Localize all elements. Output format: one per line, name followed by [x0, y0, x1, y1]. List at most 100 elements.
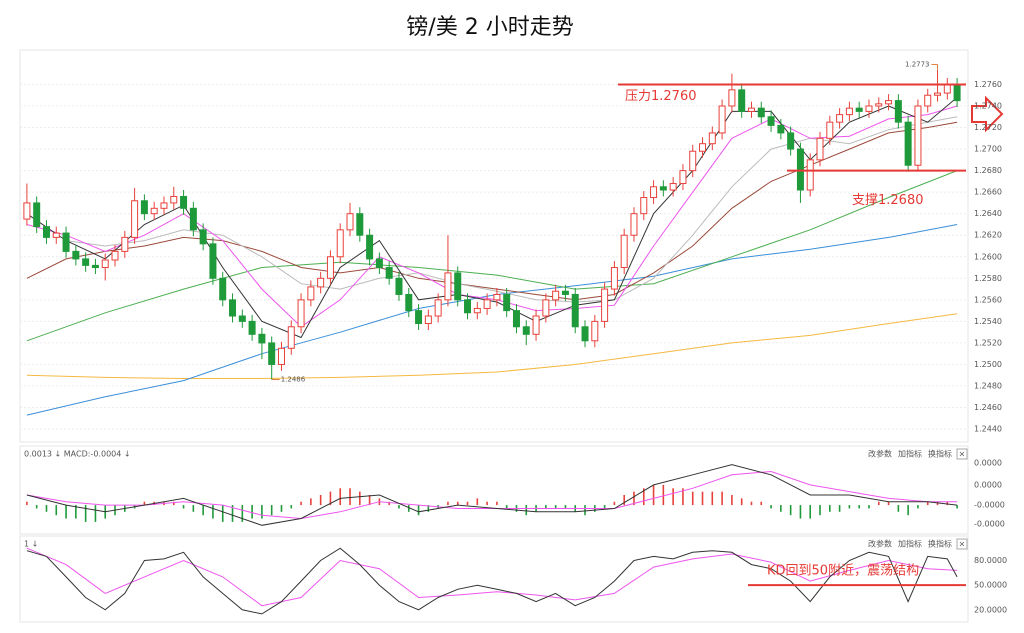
candle-body: [552, 290, 560, 301]
macd-bar: [45, 505, 48, 512]
macd-bar: [721, 491, 723, 506]
macd-bar: [65, 505, 67, 519]
candle-body: [415, 310, 423, 325]
candle-body: [679, 170, 687, 185]
candle-body: [953, 83, 961, 102]
candle-body: [855, 107, 863, 112]
y-tick-label: 80.0000: [974, 556, 1007, 565]
candle-body: [875, 103, 883, 107]
macd-bar: [701, 491, 704, 506]
macd-bar: [84, 505, 87, 522]
macd-bar: [35, 505, 38, 509]
macd-bar: [584, 505, 586, 516]
macd-bar: [731, 495, 733, 506]
macd-bar: [447, 501, 449, 506]
candle-body: [42, 226, 50, 238]
candle-body: [424, 315, 432, 325]
candle-body: [826, 121, 834, 139]
candle-body: [650, 186, 658, 199]
macd-bar: [143, 501, 146, 506]
macd-bar: [427, 505, 430, 512]
candle-body: [532, 315, 540, 335]
candle-body: [943, 83, 951, 94]
macd-bar: [231, 505, 234, 522]
candle-body: [82, 258, 90, 266]
candle-body: [248, 320, 256, 335]
macd-bar: [505, 505, 508, 509]
y-tick-label: 1.2760: [974, 80, 1002, 89]
macd-bar: [280, 505, 283, 512]
indicator-line: [26, 547, 958, 607]
candle-body: [297, 299, 305, 328]
panel-button[interactable]: 换指标: [928, 449, 952, 459]
candle-body: [258, 333, 266, 344]
macd-bar: [75, 505, 77, 519]
candle-body: [189, 207, 197, 231]
y-tick-label: 1.2540: [974, 317, 1002, 326]
candle-body: [375, 258, 383, 269]
panel-button[interactable]: 改参数: [868, 449, 892, 459]
macd-bar: [241, 505, 244, 522]
candle-body: [170, 195, 178, 204]
macd-bar: [819, 505, 821, 516]
indicator-line: [26, 170, 958, 342]
macd-bar: [946, 501, 949, 506]
macd-bar: [212, 505, 214, 519]
y-tick-label: 1.2620: [974, 231, 1002, 240]
candle-body: [356, 213, 364, 236]
macd-bar: [398, 505, 400, 509]
y-tick-label: -0.0000: [974, 501, 1005, 510]
close-box[interactable]: [956, 538, 968, 550]
panel-button[interactable]: ×: [959, 540, 966, 549]
candle-body: [454, 272, 462, 301]
panel-button[interactable]: ×: [959, 450, 966, 459]
y-tick-label: 1.2520: [974, 338, 1002, 347]
macd-bar: [877, 501, 880, 506]
candle-body: [464, 299, 472, 314]
candle-body: [885, 100, 893, 105]
candle-body: [72, 250, 80, 260]
panel-button[interactable]: 改参数: [868, 539, 892, 549]
candle-body: [326, 256, 334, 279]
candle-body: [287, 326, 295, 349]
macd-bar: [300, 501, 302, 506]
candle-body: [121, 236, 129, 252]
macd-bar: [770, 505, 772, 509]
y-tick-label: 1.2500: [974, 360, 1002, 369]
y-tick-label: 1.2560: [974, 295, 1002, 304]
candle-body: [23, 202, 31, 220]
macd-bar: [94, 505, 97, 522]
macd-bar: [456, 501, 459, 506]
candle-body: [591, 320, 599, 342]
macd-bar: [750, 501, 753, 506]
candle-body: [777, 124, 785, 134]
macd-bar: [319, 495, 322, 506]
macd-bar: [887, 501, 890, 506]
macd-bar: [926, 501, 929, 506]
candle-body: [91, 264, 99, 269]
macd-bar: [613, 501, 616, 506]
macd-bar: [388, 501, 390, 506]
y-tick-label: 1.2460: [974, 403, 1002, 412]
macd-bar: [848, 505, 851, 509]
panel-button[interactable]: 换指标: [928, 539, 952, 549]
level-label: KD回到50附近，震荡结构: [767, 564, 919, 579]
chart-title: 镑/美 2 小时走势: [406, 15, 573, 40]
indicator-line: [26, 224, 958, 416]
macd-bar: [290, 505, 293, 509]
y-tick-label: 1.2720: [974, 123, 1002, 132]
candle-body: [180, 195, 188, 209]
candle-body: [620, 234, 628, 269]
candle-body: [610, 267, 618, 290]
candle-body: [62, 232, 70, 252]
panel-button[interactable]: 加指标: [898, 449, 922, 459]
macd-bar: [956, 505, 958, 509]
close-box[interactable]: [956, 448, 968, 460]
macd-bar: [466, 501, 469, 506]
panel-button[interactable]: 加指标: [898, 539, 922, 549]
candle-body: [845, 107, 853, 116]
candle-body: [581, 326, 589, 342]
candle-body: [571, 293, 579, 328]
macd-bar: [780, 505, 782, 512]
